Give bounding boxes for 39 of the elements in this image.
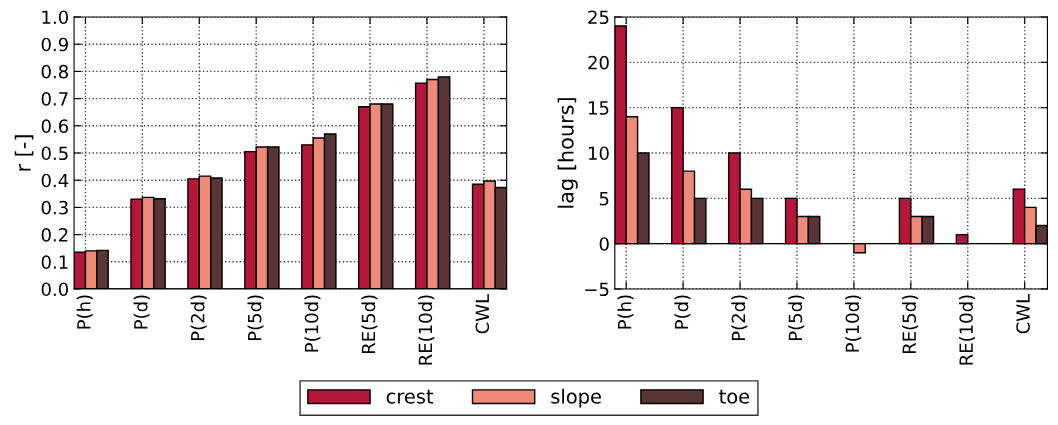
x-tick-label: CWL [1016, 293, 1030, 334]
x-tick-label: P(d) [674, 295, 691, 329]
y-tick-label: 10 [588, 146, 609, 161]
legend-label: slope [551, 388, 601, 408]
legend-label: crest [386, 389, 434, 404]
x-tick-label: P(h) [617, 295, 634, 329]
x-tick-label: P(2d) [190, 295, 207, 341]
y-tick-label: 0.3 [41, 200, 68, 215]
x-tick-label: P(5d) [247, 295, 264, 341]
x-tick-label: RE(10d) [958, 295, 976, 365]
x-tick-label: RE(5d) [902, 295, 919, 354]
y-tick-label: 0.7 [41, 92, 68, 106]
y-tick-label: 0.4 [41, 173, 69, 188]
x-tick-label: P(10d) [845, 295, 862, 352]
y-tick-label: 0 [599, 237, 609, 251]
y-tick-label: −5 [585, 282, 609, 297]
y-tick-label: 15 [588, 101, 609, 115]
y-tick-label: 0.5 [41, 146, 68, 161]
y-tick-label: 20 [588, 55, 609, 70]
x-tick-label: P(d) [133, 295, 150, 329]
x-tick-label: CWL [475, 293, 490, 334]
y-axis-title: r [-] [14, 135, 34, 171]
y-tick-label: 0.8 [41, 64, 68, 79]
x-tick-label: P(2d) [731, 295, 748, 341]
y-tick-label: 0.6 [41, 119, 69, 133]
y-tick-label: 0.1 [41, 255, 68, 269]
y-tick-label: 1.0 [42, 10, 68, 25]
y-tick-label: 0.2 [41, 228, 68, 242]
y-tick-label: 0.9 [41, 37, 68, 52]
x-tick-label: P(5d) [788, 295, 805, 341]
legend-label: toe [719, 389, 750, 404]
x-tick-label: RE(10d) [418, 295, 435, 365]
y-tick-label: 25 [588, 10, 609, 25]
y-tick-label: 5 [599, 192, 609, 206]
x-tick-label: P(10d) [304, 295, 321, 352]
y-axis-title: lag [hours] [557, 98, 578, 208]
x-tick-label: P(h) [76, 295, 93, 329]
y-tick-label: 0.0 [41, 282, 68, 297]
x-tick-label: RE(5d) [361, 295, 378, 354]
